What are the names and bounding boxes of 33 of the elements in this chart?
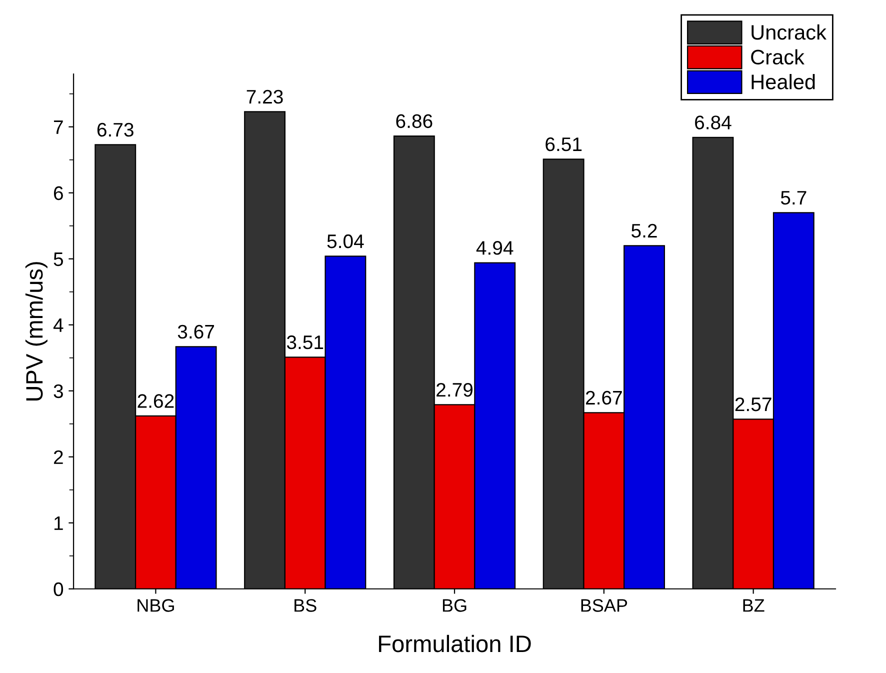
legend-label: Healed [752,74,815,90]
x-tick-label: NBG [138,599,174,612]
y-axis-title: UPV (mm/us) [25,262,48,400]
data-label: 4.94 [476,241,514,255]
data-label: 6.86 [396,114,432,128]
data-label: 7.23 [246,90,283,104]
data-label: 5.7 [780,191,806,205]
data-label: 2.62 [138,394,174,408]
x-axis-title: Formulation ID [379,634,531,652]
y-tick-label: 2 [54,450,63,464]
data-label: 2.57 [735,397,772,412]
x-tick-label: BS [294,599,316,612]
data-label: 5.04 [327,234,364,248]
data-label: 6.84 [695,116,732,130]
x-tick-label: BZ [743,599,764,612]
y-tick-label: 7 [54,120,63,134]
legend-label: Crack [751,49,804,65]
y-tick-label: 6 [54,186,63,200]
data-label: 6.51 [546,137,582,152]
x-tick-label: BG [442,599,466,612]
data-label: 5.2 [632,224,657,238]
legend-label: Uncrack [752,24,826,40]
x-tick-label: BSAP [581,599,628,612]
data-label: 2.79 [436,382,473,397]
data-label: 2.67 [586,390,622,405]
data-label: 6.73 [97,122,134,137]
y-tick-label: 5 [54,252,63,266]
y-tick-label: 0 [54,582,64,596]
y-tick-label: 3 [54,384,63,398]
y-tick-label: 4 [53,318,64,332]
data-label: 3.67 [178,324,214,339]
data-label: 3.51 [286,335,324,350]
y-tick-label: 1 [54,516,63,530]
